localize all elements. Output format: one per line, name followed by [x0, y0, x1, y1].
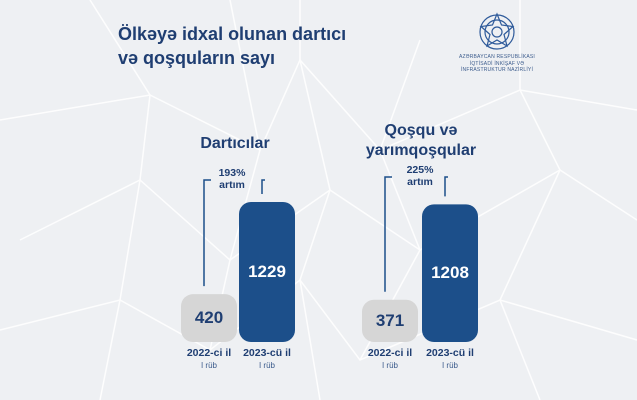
customs-star-emblem-icon	[479, 12, 515, 50]
chart-1-title: Dartıcılar	[200, 135, 270, 152]
chart-2-bar-2-value: 1208	[431, 263, 469, 283]
chart-1-bar-1	[181, 294, 237, 342]
chart-2-bar-1	[362, 299, 418, 342]
chart-1-growth-label: 193% artım	[218, 167, 246, 191]
organization-name: AZƏRBAYCAN RESPUBLİKASI İQTİSADİ İNKİŞAF…	[458, 54, 536, 73]
chart-1-x-sublabel-2: I rüb	[258, 361, 275, 370]
chart-1-x-label-2: 2023-cü il	[243, 347, 291, 359]
chart-2-x-label-2: 2023-cü il	[426, 347, 474, 359]
chart-1-growth-bracket	[203, 179, 265, 287]
chart-2-growth-bracket	[384, 176, 448, 292]
page-title: Ölkəyə idxal olunan dartıcı və qoşquları…	[118, 22, 346, 70]
chart-2-bar-1-value: 371	[375, 310, 405, 330]
title-line-1: Ölkəyə idxal olunan dartıcı	[118, 24, 347, 44]
chart-2-x-label-1: 2022-ci il	[367, 347, 413, 359]
chart-1-bar-1-value: 420	[194, 308, 224, 328]
chart-2-title: Qoşqu və yarımqoşqular	[365, 122, 477, 159]
chart-2-bar-2	[422, 204, 478, 342]
ministry-logo: AZƏRBAYCAN RESPUBLİKASI İQTİSADİ İNKİŞAF…	[447, 12, 547, 74]
chart-2-growth-label: 225% artım	[406, 164, 434, 188]
title-line-2: və qoşquların sayı	[118, 48, 276, 68]
chart-1-x-label-1: 2022-ci il	[186, 347, 232, 359]
chart-1-bar-2-value: 1229	[248, 262, 286, 281]
chart-1-x-sublabel-1: I rüb	[200, 361, 217, 370]
chart-2-x-sublabel-1: I rüb	[381, 361, 398, 370]
chart-1-bar-2	[239, 202, 295, 342]
chart-2-x-sublabel-2: I rüb	[441, 361, 458, 370]
